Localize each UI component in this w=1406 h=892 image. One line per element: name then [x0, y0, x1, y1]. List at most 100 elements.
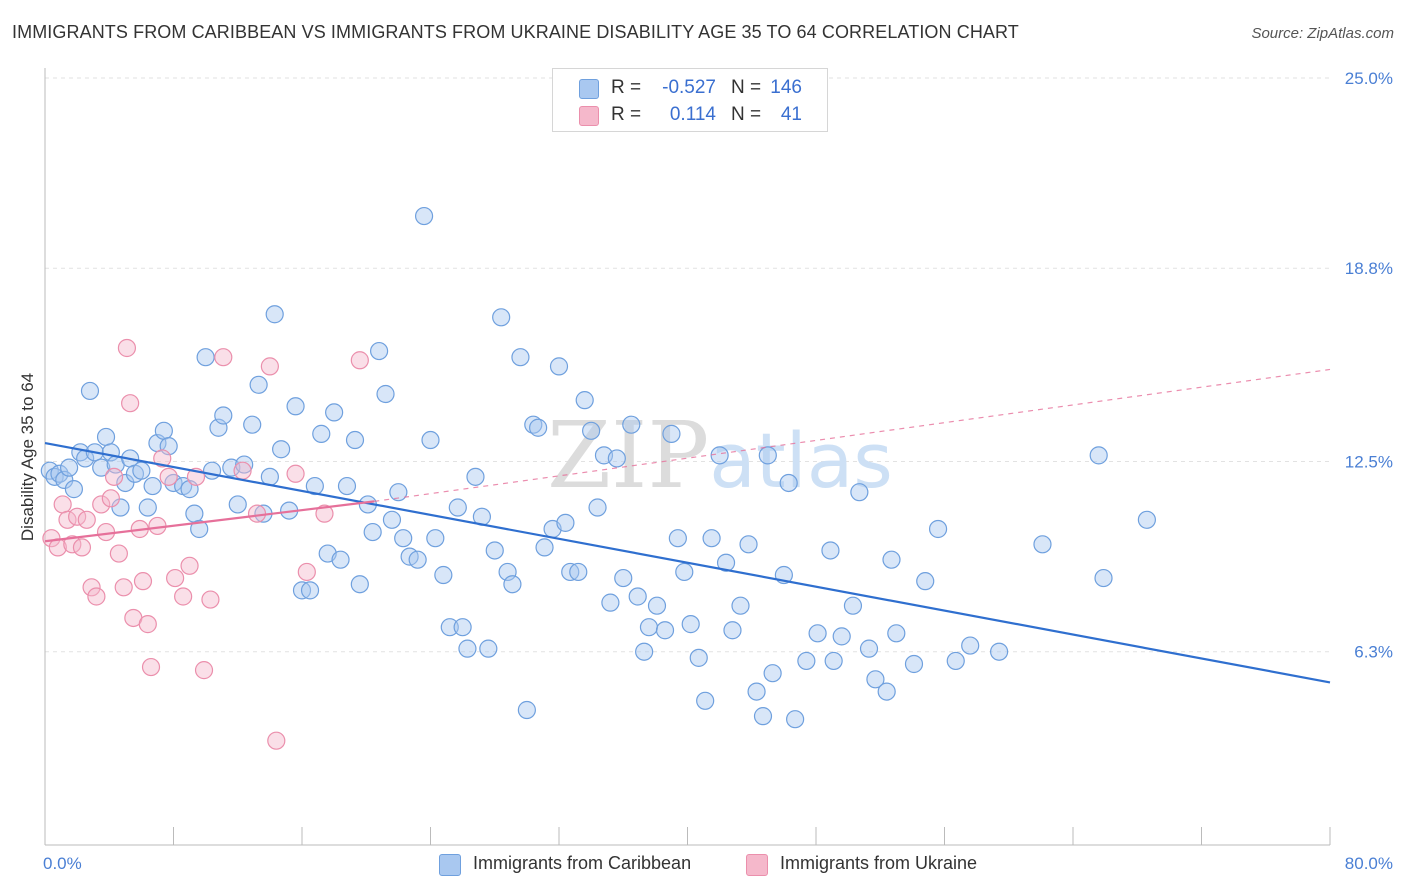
ukraine-point: [159, 467, 178, 486]
caribbean-point: [312, 424, 331, 443]
ukraine-point: [92, 495, 111, 514]
caribbean-point: [325, 403, 344, 422]
caribbean-point: [961, 636, 980, 655]
legend-n-label: N =: [731, 77, 762, 98]
series-ukraine: [42, 338, 369, 750]
ukraine-point: [260, 357, 279, 376]
caribbean-point: [607, 449, 626, 468]
caribbean-point: [59, 458, 79, 477]
ukraine-trend-line: [44, 500, 375, 543]
caribbean-point: [345, 430, 365, 450]
caribbean-point: [786, 710, 805, 729]
x-tick-label-end: 80.0%: [1345, 854, 1393, 873]
caribbean-point: [635, 642, 654, 661]
caribbean-point: [214, 406, 233, 425]
caribbean-point: [479, 639, 498, 658]
legend-label-caribbean: Immigrants from Caribbean: [473, 853, 692, 873]
ukraine-point: [153, 449, 172, 468]
caribbean-point: [529, 418, 548, 437]
ukraine-point: [180, 556, 199, 575]
ukraine-point: [350, 351, 369, 370]
ukraine-point: [77, 510, 96, 529]
caribbean-point: [414, 206, 434, 226]
legend-swatch-caribbean: [579, 79, 599, 99]
caribbean-point: [797, 651, 816, 671]
ukraine-point: [133, 572, 153, 591]
tick-labels: 6.3% 12.5% 18.8% 25.0% 0.0% 80.0%: [43, 69, 1393, 873]
caribbean-point: [747, 682, 766, 701]
ukraine-point: [201, 590, 220, 609]
caribbean-point: [492, 308, 511, 327]
legend-r-value: -0.527: [662, 77, 716, 98]
caribbean-point: [1033, 535, 1052, 554]
caribbean-point: [866, 670, 885, 689]
y-tick-label: 18.8%: [1345, 259, 1393, 278]
caribbean-point: [196, 348, 215, 367]
legend-swatch-ukraine: [579, 106, 599, 126]
legend-row-ukraine: R = 0.114 N = 41: [553, 102, 827, 128]
caribbean-point: [628, 587, 647, 606]
caribbean-point: [877, 682, 896, 701]
legend-swatch-caribbean: [439, 854, 461, 876]
caribbean-point: [710, 446, 729, 465]
caribbean-point: [556, 513, 575, 532]
caribbean-point: [466, 467, 485, 486]
caribbean-point: [370, 341, 389, 361]
y-axis-label: Disability Age 35 to 64: [18, 373, 37, 541]
caribbean-point: [843, 596, 863, 615]
caribbean-point: [916, 572, 935, 591]
caribbean-point: [887, 624, 906, 643]
caribbean-point: [779, 473, 798, 493]
caribbean-point: [143, 476, 162, 496]
y-tick-label: 12.5%: [1345, 453, 1393, 472]
series-legend: Immigrants from Caribbean Immigrants fro…: [0, 852, 1406, 878]
caribbean-point: [535, 538, 554, 557]
caribbean-point: [549, 357, 569, 376]
chart-title: IMMIGRANTS FROM CARIBBEAN VS IMMIGRANTS …: [12, 22, 1019, 42]
caribbean-point: [859, 639, 879, 658]
caribbean-point: [668, 529, 687, 548]
ukraine-point: [286, 464, 305, 483]
caribbean-point: [111, 498, 130, 517]
caribbean-point: [517, 700, 536, 720]
y-tick-label: 25.0%: [1345, 69, 1393, 88]
ukraine-point: [315, 504, 334, 523]
watermark: ZIPatlas: [547, 402, 893, 509]
ukraine-point: [117, 338, 137, 358]
caribbean-point: [154, 421, 173, 440]
watermark-atlas: atlas: [709, 416, 893, 505]
ukraine-point: [267, 731, 286, 750]
ukraine-point: [233, 461, 252, 480]
trend-lines: [44, 368, 1331, 684]
caribbean-point: [426, 529, 445, 548]
caribbean-point: [243, 415, 262, 434]
caribbean-point: [202, 461, 222, 480]
ukraine-point: [214, 348, 233, 367]
ukraine-point: [82, 578, 101, 597]
ukraine-point: [72, 538, 92, 557]
caribbean-point: [723, 621, 742, 640]
caribbean-point: [990, 642, 1009, 661]
caribbean-point: [675, 562, 694, 582]
caribbean-point: [753, 707, 773, 726]
x-tick-label-start: 0.0%: [43, 854, 82, 873]
caribbean-point: [503, 575, 522, 594]
caribbean-point: [185, 504, 204, 523]
caribbean-point: [739, 535, 758, 554]
caribbean-point: [249, 375, 268, 394]
caribbean-point: [434, 565, 453, 585]
ukraine-point: [109, 544, 128, 563]
caribbean-point: [382, 510, 402, 529]
caribbean-point: [904, 654, 924, 674]
caribbean-point: [485, 541, 504, 560]
caribbean-point: [731, 596, 750, 615]
axes: [44, 68, 1331, 846]
y-tick-label: 6.3%: [1354, 643, 1393, 662]
caribbean-point: [453, 618, 472, 637]
caribbean-point: [132, 461, 151, 480]
caribbean-point: [228, 495, 247, 514]
series-caribbean: [40, 206, 1156, 729]
caribbean-point: [138, 498, 157, 517]
caribbean-point: [272, 440, 291, 459]
